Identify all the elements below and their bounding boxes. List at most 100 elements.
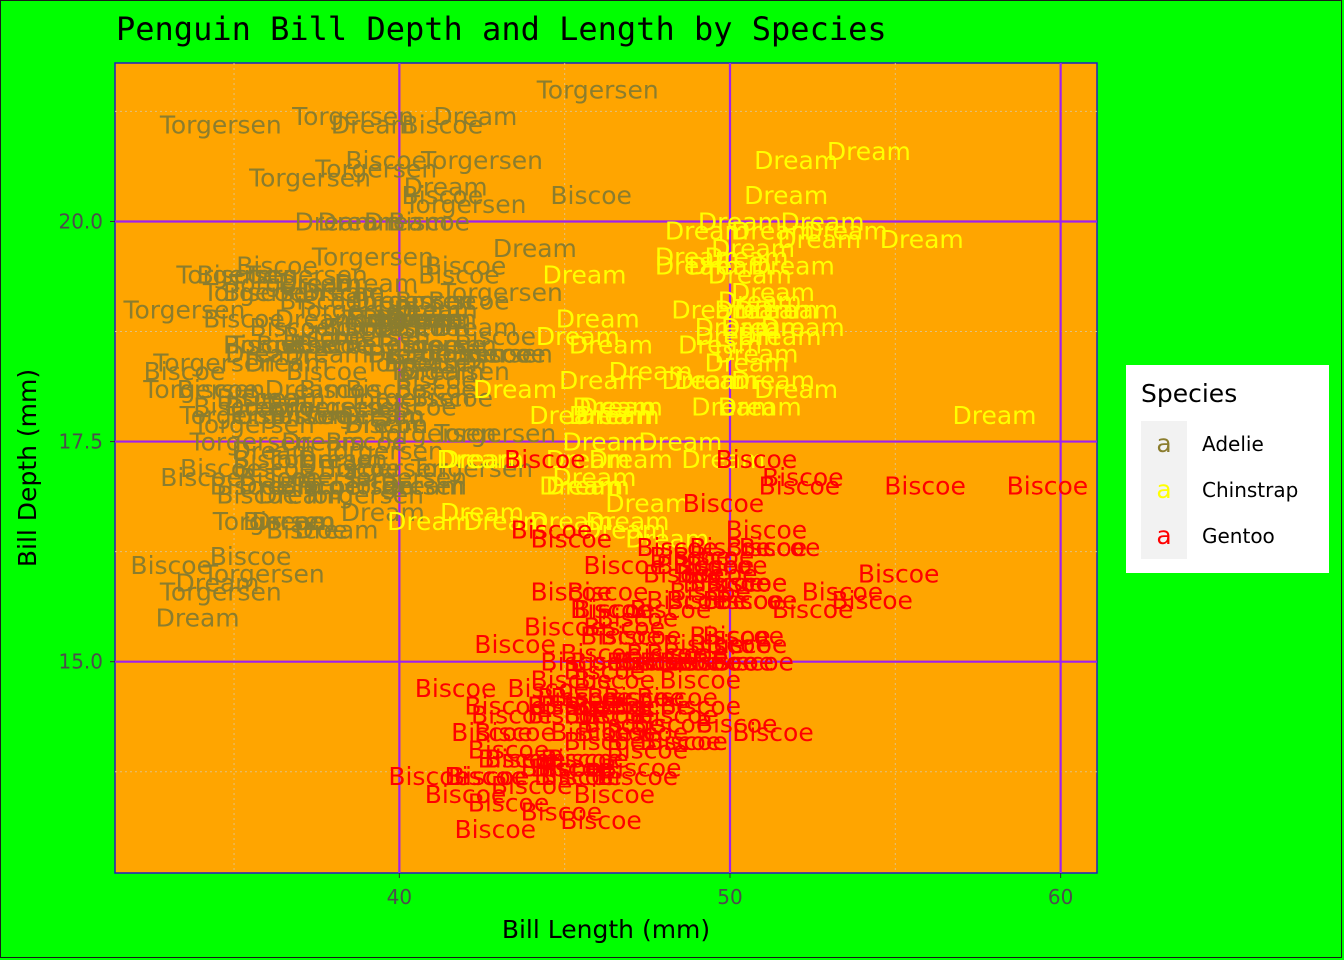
point-label-gentoo: Biscoe — [504, 445, 586, 474]
legend-key-glyph: a — [1156, 521, 1171, 550]
point-label-gentoo: Biscoe — [583, 709, 665, 738]
point-label-gentoo: Biscoe — [567, 577, 649, 606]
point-label-adelie: Biscoe — [451, 340, 533, 369]
point-label-gentoo: Biscoe — [537, 683, 619, 712]
point-label-chinstrap: Dream — [695, 322, 779, 351]
point-label-gentoo: Biscoe — [683, 489, 765, 518]
point-label-adelie: Torgersen — [374, 331, 497, 360]
point-label-chinstrap: Dream — [638, 428, 722, 457]
point-label-gentoo: Biscoe — [732, 718, 814, 747]
point-label-gentoo: Biscoe — [527, 701, 609, 730]
point-label-adelie: Biscoe — [160, 463, 242, 492]
point-label-gentoo: Biscoe — [716, 586, 798, 615]
point-label-gentoo: Biscoe — [636, 533, 718, 562]
point-label-gentoo: Biscoe — [712, 648, 794, 677]
point-label-adelie: Biscoe — [345, 375, 427, 404]
point-label-chinstrap: Dream — [781, 207, 865, 236]
point-label-adelie: Torgersen — [265, 445, 388, 474]
point-label-gentoo: Biscoe — [831, 586, 913, 615]
point-label-chinstrap: Dream — [691, 392, 775, 421]
point-label-chinstrap: Dream — [662, 366, 746, 395]
point-label-chinstrap: Dream — [655, 252, 739, 281]
point-label-adelie: Dream — [281, 428, 365, 457]
point-label-adelie: Biscoe — [402, 111, 484, 140]
point-label-gentoo: Biscoe — [716, 445, 798, 474]
point-label-adelie: Dream — [341, 401, 425, 430]
y-axis-title: Bill Depth (mm) — [13, 369, 42, 567]
point-label-adelie: Biscoe — [418, 260, 500, 289]
point-label-adelie: Biscoe — [296, 331, 378, 360]
point-label-adelie: Dream — [258, 480, 342, 509]
point-label-gentoo: Biscoe — [531, 665, 613, 694]
point-label-chinstrap: Dream — [708, 260, 792, 289]
point-label-gentoo: Biscoe — [534, 762, 616, 791]
point-label-gentoo: Biscoe — [573, 595, 655, 624]
point-label-adelie: Dream — [278, 269, 362, 298]
point-label-adelie: Torgersen — [410, 454, 533, 483]
point-label-gentoo: Biscoe — [689, 630, 771, 659]
point-label-adelie: Biscoe — [210, 542, 292, 571]
point-label-gentoo: Biscoe — [524, 612, 606, 641]
point-label-adelie: Torgersen — [212, 507, 335, 536]
x-tick-label: 50 — [717, 885, 742, 909]
point-label-chinstrap: Dream — [473, 375, 557, 404]
data-labels: TorgersenTorgersenTorgersenTorgersenTorg… — [122, 75, 1088, 844]
point-label-adelie: Torgersen — [291, 102, 414, 131]
point-label-gentoo: Biscoe — [607, 736, 689, 765]
point-label-chinstrap: Dream — [704, 348, 788, 377]
point-label-adelie: Torgersen — [291, 472, 414, 501]
point-label-gentoo: Biscoe — [464, 692, 546, 721]
point-label-adelie: Torgersen — [433, 419, 556, 448]
point-label-gentoo: Biscoe — [531, 524, 613, 553]
y-tick-label: 17.5 — [58, 430, 103, 454]
point-label-adelie: Dream — [380, 472, 464, 501]
point-label-chinstrap: Dream — [731, 366, 815, 395]
point-label-adelie: Biscoe — [236, 252, 318, 281]
point-label-adelie: Biscoe — [289, 331, 371, 360]
point-label-adelie: Dream — [394, 296, 478, 325]
point-label-adelie: Dream — [341, 498, 425, 527]
point-label-chinstrap: Dream — [731, 278, 815, 307]
point-label-adelie: Biscoe — [197, 260, 279, 289]
point-label-gentoo: Biscoe — [659, 665, 741, 694]
point-label-adelie: Biscoe — [405, 331, 487, 360]
point-label-adelie: Dream — [252, 507, 336, 536]
point-label-adelie: Dream — [400, 357, 484, 386]
point-label-chinstrap: Dream — [572, 392, 656, 421]
point-label-chinstrap: Dream — [751, 252, 835, 281]
point-label-adelie: Biscoe — [395, 287, 477, 316]
point-label-chinstrap: Dream — [589, 445, 673, 474]
legend-key-glyph: a — [1156, 475, 1171, 504]
point-label-gentoo: Biscoe — [491, 771, 573, 800]
point-label-gentoo: Biscoe — [531, 577, 613, 606]
point-label-chinstrap: Dream — [542, 260, 626, 289]
point-label-adelie: Biscoe — [223, 278, 305, 307]
point-label-gentoo: Biscoe — [540, 762, 622, 791]
point-label-gentoo: Biscoe — [683, 568, 765, 597]
point-label-adelie: Dream — [433, 313, 517, 342]
point-label-adelie: Torgersen — [179, 401, 302, 430]
point-label-adelie: Dream — [298, 445, 382, 474]
legend-label-adelie: Adelie — [1202, 432, 1264, 456]
point-label-adelie: Dream — [295, 516, 379, 545]
point-label-chinstrap: Dream — [546, 445, 630, 474]
point-label-chinstrap: Dream — [605, 489, 689, 518]
point-label-gentoo: Biscoe — [689, 533, 771, 562]
point-label-adelie: Dream — [331, 111, 415, 140]
point-label-gentoo: Biscoe — [650, 542, 732, 571]
point-label-chinstrap: Dream — [552, 463, 636, 492]
point-label-gentoo: Biscoe — [607, 718, 689, 747]
point-label-gentoo: Biscoe — [484, 745, 566, 774]
point-label-chinstrap: Dream — [665, 216, 749, 245]
point-label-gentoo: Biscoe — [597, 762, 679, 791]
point-label-chinstrap: Dream — [536, 322, 620, 351]
point-label-adelie: Biscoe — [425, 252, 507, 281]
point-label-adelie: Dream — [377, 296, 461, 325]
point-label-chinstrap: Dream — [698, 207, 782, 236]
point-label-adelie: Dream — [387, 304, 471, 333]
point-label-chinstrap: Dream — [463, 507, 547, 536]
point-label-gentoo: Biscoe — [415, 674, 497, 703]
point-label-gentoo: Biscoe — [643, 560, 725, 589]
point-label-gentoo: Biscoe — [564, 692, 646, 721]
x-tick-label: 60 — [1048, 885, 1073, 909]
